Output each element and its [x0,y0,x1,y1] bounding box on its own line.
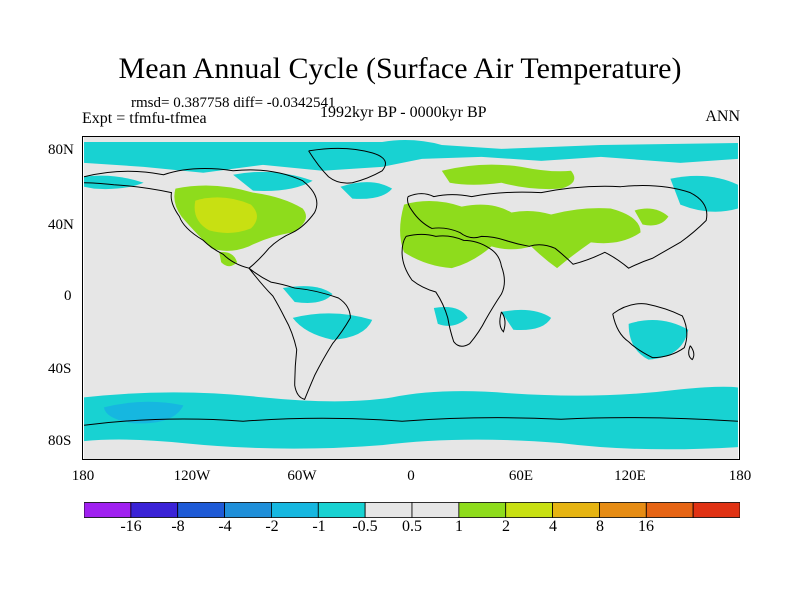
coastlines [83,147,738,426]
colorbar-swatch [458,502,507,518]
temperature-map [82,136,740,460]
stats-readout: rmsd= 0.387758 diff= -0.0342541 [131,95,336,111]
colorbar-swatch [692,502,740,518]
colorbar-label: -4 [218,518,232,535]
colorbar-label: -1 [312,518,326,535]
lat-label-40s: 40S [48,361,72,377]
colorbar-label: -16 [120,518,142,535]
lat-label-40n: 40N [48,217,74,233]
lat-label-eq: 0 [64,288,72,304]
colorbar-label: 2 [502,518,510,535]
period-label: 1992kyr BP - 0000kyr BP [320,104,487,121]
colorbar-swatch [317,502,366,518]
colorbar-swatch [645,502,694,518]
lon-label-120w: 120W [173,468,211,484]
colorbar-swatch [599,502,647,518]
colorbar-label: 16 [638,518,654,535]
anomaly-strong-cool-region [103,401,184,424]
lon-label-0: 0 [407,468,415,484]
colorbar-swatch [177,502,225,518]
colorbar-label: 0.5 [402,518,422,535]
lon-label-180w: 180 [71,468,95,484]
lat-label-80s: 80S [48,433,72,449]
colorbar-swatch [552,502,600,518]
colorbar-swatch [224,502,272,518]
colorbar-label: 1 [455,518,463,535]
lon-label-120e: 120E [614,468,646,484]
colorbar-label: 4 [549,518,557,535]
lon-label-180e: 180 [728,468,752,484]
colorbar-label: 8 [596,518,604,535]
anomaly-cool-regions [84,140,738,450]
colorbar-swatch [411,502,460,518]
colorbar [84,502,740,518]
colorbar-label: -0.5 [352,518,378,535]
lon-label-60e: 60E [508,468,534,484]
lat-label-80n: 80N [48,142,74,158]
colorbar-swatch [130,502,179,518]
colorbar-swatch [84,502,132,518]
experiment-label: Expt = tfmfu-tfmea [82,110,207,127]
colorbar-label: -8 [171,518,185,535]
colorbar-swatch [505,502,553,518]
colorbar-label: -2 [265,518,279,535]
colorbar-swatch [271,502,319,518]
season-label: ANN [705,108,740,125]
colorbar-swatch [364,502,413,518]
chart-title: Mean Annual Cycle (Surface Air Temperatu… [118,52,682,85]
anomaly-warm-peak-region [194,197,257,233]
lon-label-60w: 60W [287,468,317,484]
